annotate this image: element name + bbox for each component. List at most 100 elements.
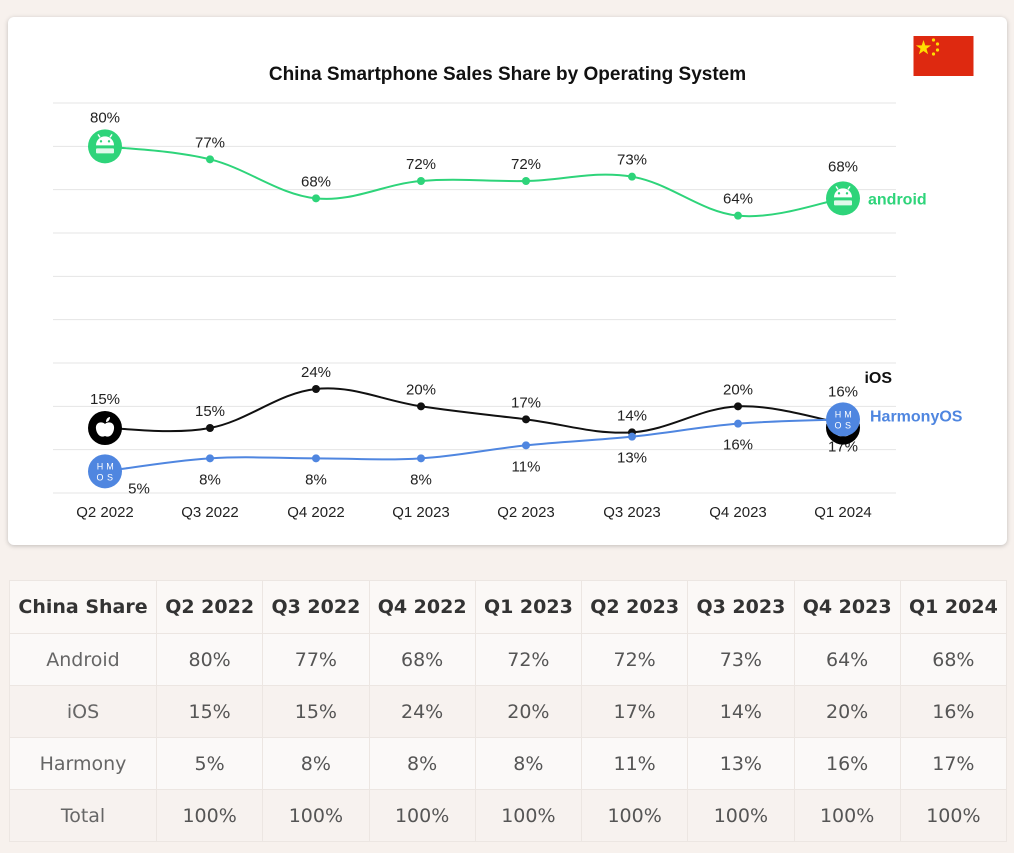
data-point-android [628, 172, 636, 181]
table-cell: 8% [262, 737, 370, 790]
android-icon-head [834, 188, 852, 198]
table-cell: 24% [368, 685, 476, 738]
data-label-android: 68% [828, 158, 858, 175]
table-cell: 68% [368, 633, 476, 686]
table-header-cell: Q2 2022 [155, 580, 264, 634]
table-cell: 100% [687, 789, 795, 842]
apple-icon-leaf [106, 417, 110, 422]
chart-title: China Smartphone Sales Share by Operatin… [268, 64, 747, 85]
table-cell: 80% [155, 633, 264, 686]
data-point-HarmonyOS [522, 441, 530, 450]
china-flag-icon [913, 36, 974, 76]
data-point-iOS [522, 415, 530, 424]
table-cell: 100% [899, 789, 1008, 842]
hmos-icon-letter: H [835, 409, 842, 419]
data-label-android: 72% [406, 156, 436, 173]
x-tick-label: Q1 2023 [392, 504, 450, 521]
android-icon-antenna [835, 185, 839, 190]
data-label-iOS: 15% [90, 391, 120, 408]
x-tick-label: Q2 2022 [76, 504, 134, 521]
data-label-HarmonyOS: 8% [199, 471, 221, 488]
data-label-HarmonyOS: 5% [128, 480, 150, 497]
data-label-android: 72% [511, 156, 541, 173]
table-row-label: Android [9, 633, 157, 686]
data-label-android: 80% [90, 109, 120, 126]
chart-canvas: Q2 2022 Q3 2022 Q4 2022 Q1 2023 Q2 2023 Q3 20… [53, 102, 963, 521]
data-label-iOS: 15% [195, 403, 225, 420]
table-header-cell: Q1 2024 [899, 580, 1008, 634]
table-header-cell: Q3 2023 [687, 580, 795, 634]
table-cell: 100% [368, 789, 476, 842]
data-label-HarmonyOS: 8% [305, 471, 327, 488]
android-icon-antenna [97, 133, 101, 138]
data-point-android [206, 155, 214, 164]
data-point-android [522, 177, 530, 185]
data-label-android: 73% [617, 152, 647, 169]
android-icon-antenna [109, 133, 113, 138]
data-point-iOS [417, 402, 425, 411]
table-cell: 14% [687, 685, 795, 738]
x-tick-label: Q3 2023 [603, 504, 661, 521]
hmos-icon-letter: H [97, 461, 104, 471]
table-cell: 77% [262, 633, 370, 686]
table-header-row: China Share Q2 2022 Q3 2022 Q4 2022 Q1 2… [9, 580, 1008, 634]
table-row-label: Harmony [9, 737, 157, 790]
table-cell: 68% [899, 633, 1008, 686]
data-point-iOS [206, 424, 214, 432]
data-point-iOS [734, 402, 742, 411]
series-name-label: HarmonyOS [870, 408, 963, 425]
table-cell: 73% [687, 633, 795, 686]
table-cell: 17% [899, 737, 1008, 790]
table-header-cell: China Share [9, 580, 157, 634]
table-cell: 64% [793, 633, 901, 686]
x-tick-label: Q3 2022 [181, 504, 239, 521]
x-tick-label: Q4 2023 [709, 504, 767, 521]
share-table-wrap: China Share Q2 2022 Q3 2022 Q4 2022 Q1 2… [9, 580, 1008, 842]
android-icon-eye [107, 140, 111, 143]
table-cell: 20% [474, 685, 583, 738]
android-icon-eye [837, 192, 841, 195]
series-name-label: iOS [864, 370, 892, 387]
data-label-iOS: 20% [723, 381, 753, 398]
table-cell: 13% [687, 737, 795, 790]
hmos-logo-icon: H MO S [826, 402, 860, 437]
table-header-cell: Q4 2023 [793, 580, 901, 634]
apple-logo-icon [88, 411, 122, 445]
table-row: iOS 15% 15% 24% 20% 17% 14% 20% 16% [9, 685, 1008, 738]
table-cell: 11% [580, 737, 689, 790]
series-name-label: android [868, 191, 927, 208]
hmos-icon-letter: M [106, 461, 114, 471]
series-line-HarmonyOS [104, 418, 844, 473]
hmos-icon-bg [826, 402, 860, 437]
data-point-iOS [312, 385, 320, 393]
table-cell: 72% [580, 633, 689, 686]
android-logo-icon [826, 181, 860, 216]
android-icon-body [834, 200, 852, 206]
hmos-icon-letter: M [844, 409, 852, 419]
table-row: Android 80% 77% 68% 72% 72% 73% 64% 68% [9, 633, 1008, 686]
data-label-iOS: 20% [406, 381, 436, 398]
table-row-label: Total [9, 789, 157, 842]
data-label-iOS: 24% [301, 364, 331, 381]
hmos-icon-letter: O [834, 420, 841, 430]
table-header-cell: Q4 2022 [368, 580, 476, 634]
android-icon-body [96, 148, 114, 154]
table-cell: 8% [474, 737, 583, 790]
table-header-cell: Q3 2022 [262, 580, 370, 634]
data-point-HarmonyOS [734, 419, 742, 428]
android-icon-eye [845, 192, 849, 195]
x-tick-label: Q1 2024 [814, 504, 872, 521]
data-label-iOS: 14% [617, 407, 647, 424]
table-row: Harmony 5% 8% 8% 8% 11% 13% 16% 17% [9, 737, 1008, 790]
data-point-android [312, 194, 320, 203]
table-cell: 15% [262, 685, 370, 738]
table-cell: 5% [155, 737, 264, 790]
table-cell: 17% [580, 685, 689, 738]
android-logo-icon [88, 129, 122, 164]
data-label-iOS: 17% [511, 394, 541, 411]
android-icon-antenna [847, 185, 851, 190]
data-label-android: 77% [195, 134, 225, 151]
data-point-HarmonyOS [628, 432, 636, 441]
x-tick-label: Q2 2023 [497, 504, 555, 521]
hmos-icon-letter: S [107, 472, 113, 482]
